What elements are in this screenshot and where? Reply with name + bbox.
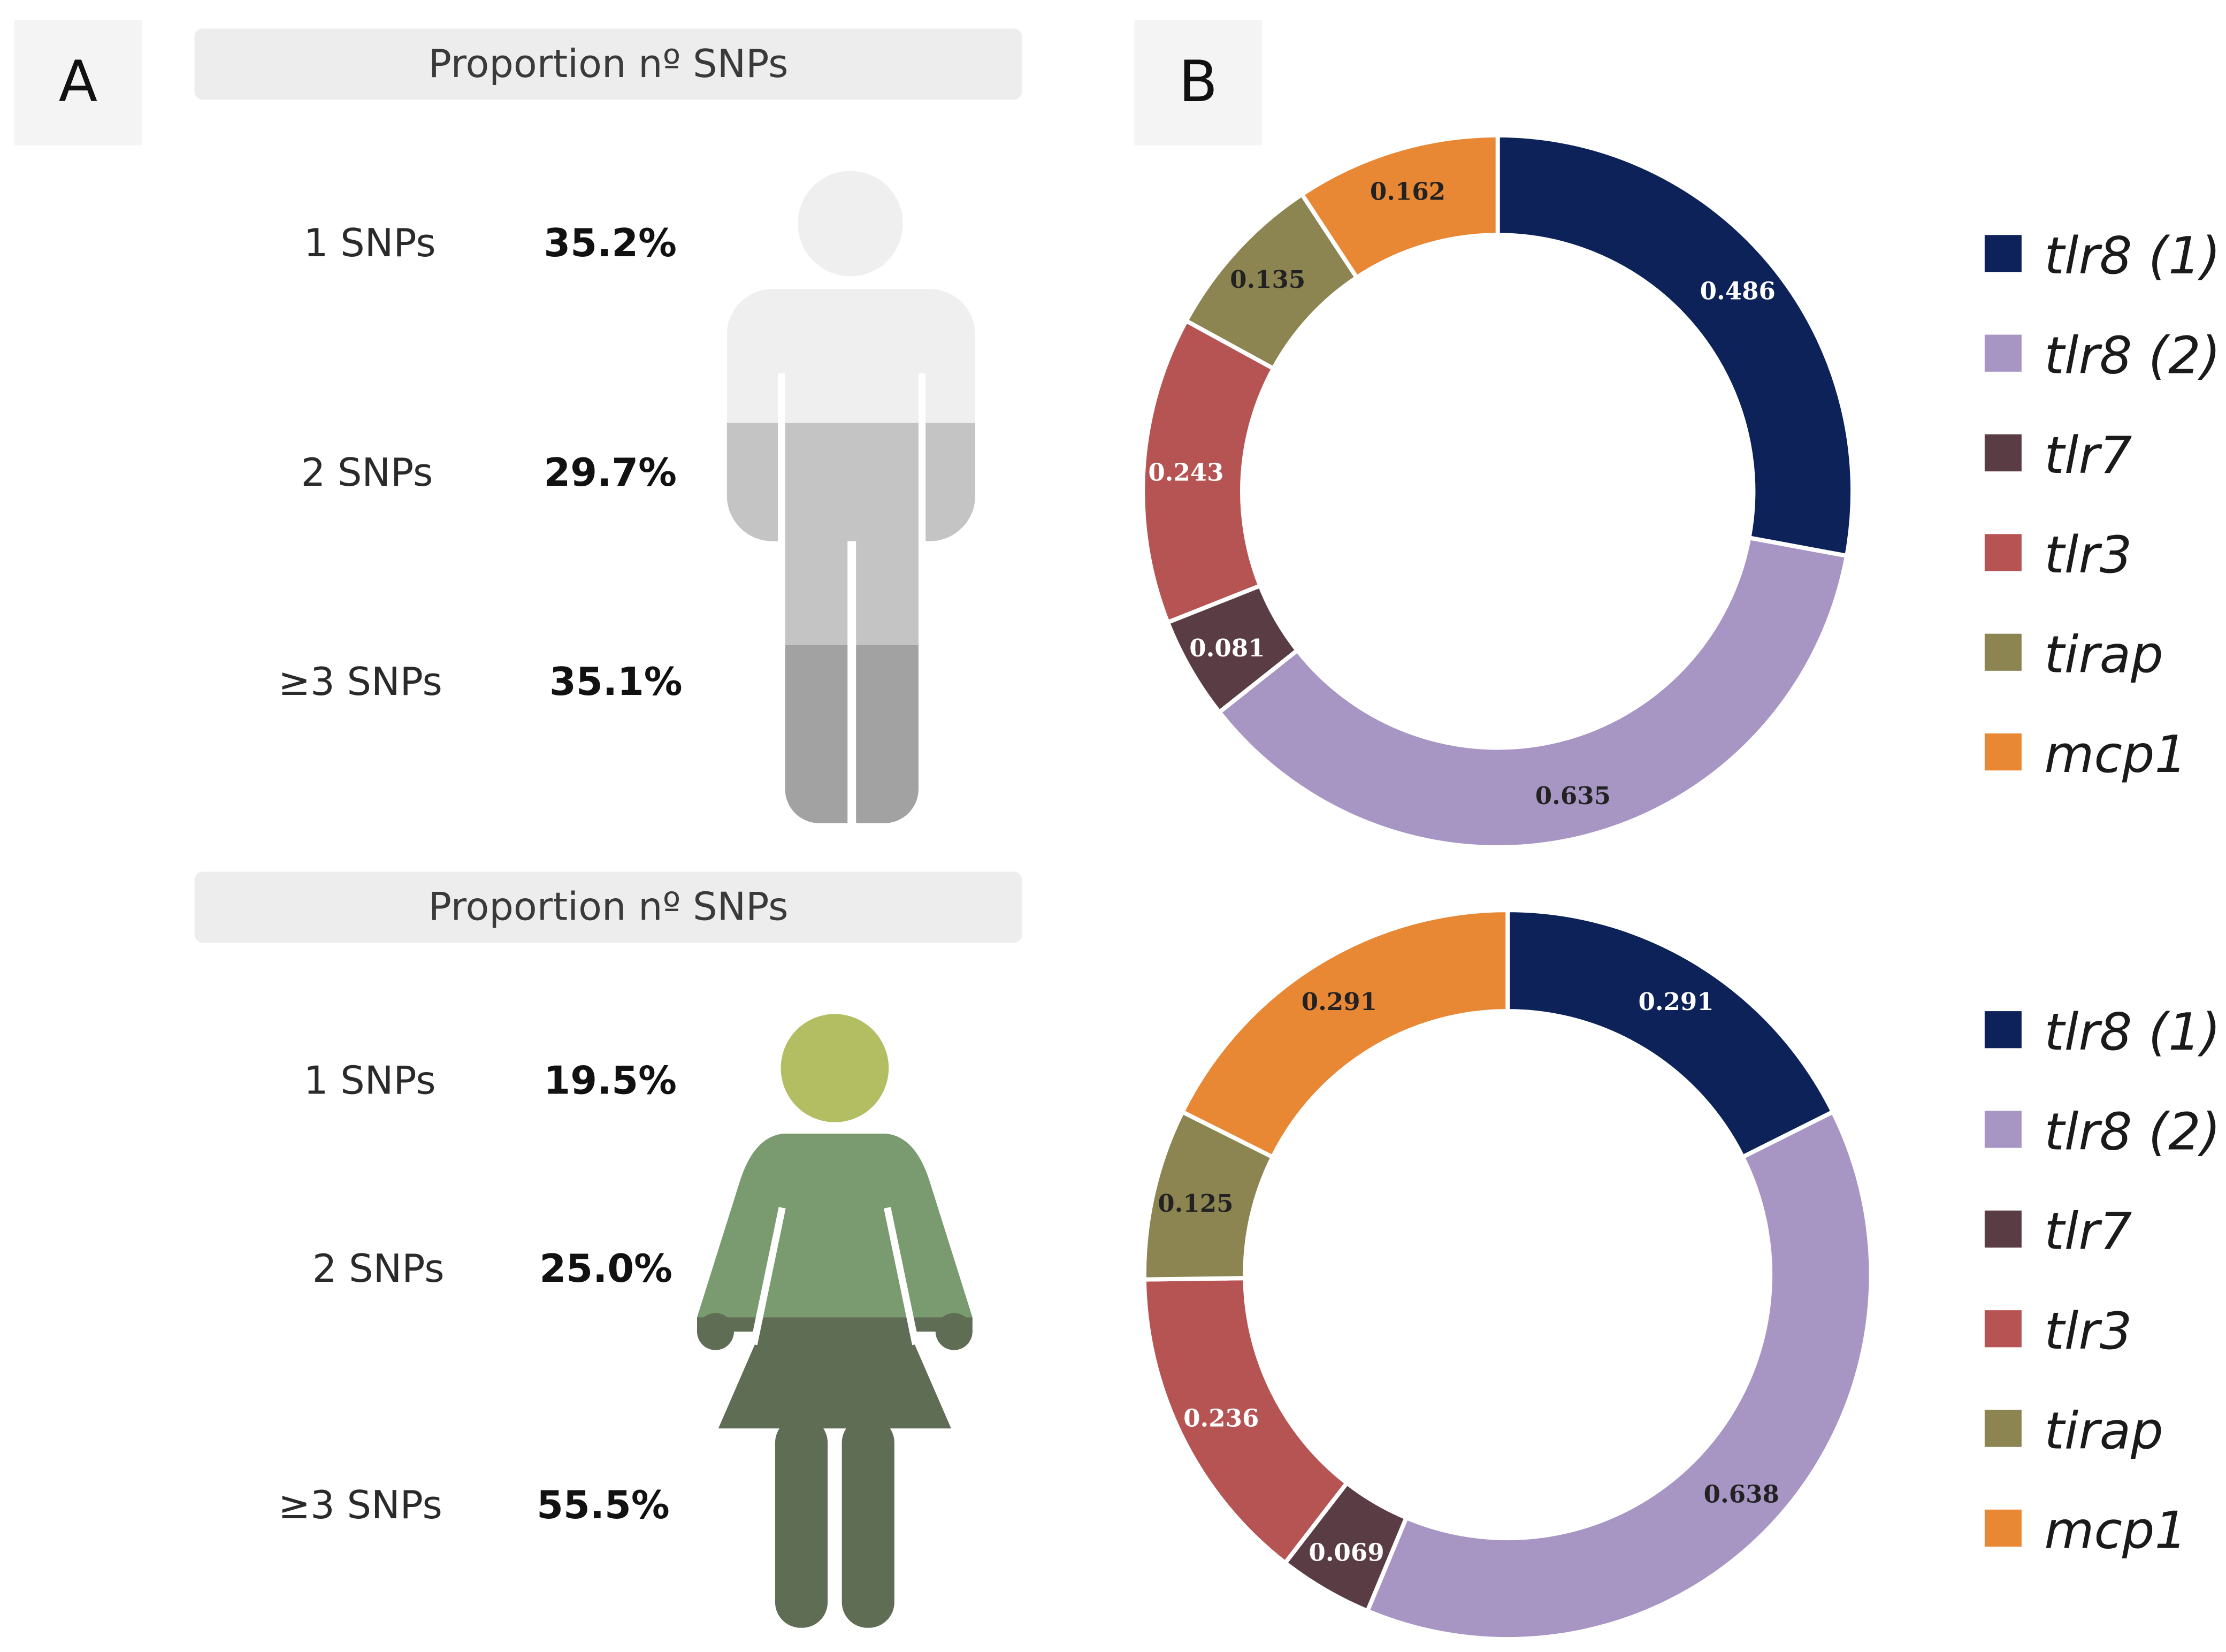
donut1-value-label-mcp1: 0.162 [1370,177,1445,205]
panel-label-b: B [1134,20,1263,146]
donut1-value-label-tlr8_2: 0.635 [1535,782,1611,810]
legend2-swatch-tirap [1984,1410,2022,1447]
female-proportion-header: Proportion nº SNPs [194,871,1022,943]
donut-chart-male: 0.486 0.635 0.081 0.243 0.135 0.162 [1141,133,1855,850]
donut2-slice-tlr3 [1142,1276,1350,1566]
legend2-swatch-tlr3 [1984,1310,2022,1348]
legend2-swatch-tlr8_1 [1984,1011,2022,1049]
donut2-value-label-tlr8_1: 0.291 [1638,988,1714,1016]
legend1-swatch-tlr7 [1984,434,2022,472]
donut2-value-label-tlr3: 0.236 [1183,1404,1259,1432]
legend1-swatch-tlr8_1 [1984,235,2022,272]
donut1-slice-tlr8_1 [1495,133,1855,559]
donut1-value-label-tirap: 0.135 [1230,265,1305,294]
legend1-swatch-tirap [1984,633,2022,671]
donut2-slice-tlr8_1 [1505,908,1836,1160]
female-row-3-label: ≥3 SNPs [278,1483,442,1528]
legend1-label-tlr8_1: tlr8 (1) [2044,228,2221,286]
legend1-label-mcp1: mcp1 [2044,724,2187,784]
donut2-slice-mcp1 [1179,908,1510,1160]
donut1-value-label-tlr3: 0.243 [1148,458,1223,486]
male-row-1-value: 35.2% [544,222,677,266]
female-row-1-value: 19.5% [544,1059,677,1104]
male-proportion-header: Proportion nº SNPs [194,28,1022,100]
legend2-label-tlr8_2: tlr8 (2) [2044,1102,2221,1161]
legend-bottom: tlr8 (1) tlr8 (2) tlr7 tlr3 tirap mcp1 [1984,1004,2221,1561]
legend-top: tlr8 (1) tlr8 (2) tlr7 tlr3 tirap mcp1 [1984,228,2221,784]
legend2-swatch-tlr7 [1984,1210,2022,1248]
legend1-label-tlr8_2: tlr8 (2) [2044,325,2221,385]
donut1-value-label-tlr7: 0.081 [1189,634,1265,662]
female-figure-icon [697,1014,973,1628]
legend2-swatch-tlr8_2 [1984,1111,2022,1148]
female-row-3-value: 55.5% [537,1483,670,1528]
male-row-3-label: ≥3 SNPs [278,661,442,705]
donut2-value-label-tlr7: 0.069 [1309,1538,1384,1566]
female-row-2-value: 25.0% [539,1247,672,1292]
donut2-value-label-mcp1: 0.291 [1302,988,1377,1016]
donut-chart-female: 0.291 0.638 0.069 0.236 0.125 0.291 [1142,908,1873,1641]
legend2-label-tlr7: tlr7 [2044,1202,2132,1261]
legend2-label-tlr3: tlr3 [2044,1301,2132,1361]
legend1-label-tirap: tirap [2044,624,2163,684]
donut1-slice-mcp1 [1299,133,1500,281]
legend2-label-mcp1: mcp1 [2044,1501,2187,1561]
male-figure-icon [726,171,976,827]
legend1-swatch-tlr8_2 [1984,334,2022,372]
donut2-value-label-tirap: 0.125 [1158,1189,1233,1218]
male-row-3-value: 35.1% [549,661,683,705]
male-row-2-label: 2 SNPs [301,451,433,496]
legend1-swatch-mcp1 [1984,733,2022,771]
legend2-label-tlr8_1: tlr8 (1) [2044,1004,2221,1062]
legend1-swatch-tlr3 [1984,534,2022,571]
legend2-swatch-mcp1 [1984,1509,2022,1547]
donut1-slice-tlr8_2 [1216,535,1849,850]
donut1-value-label-tlr8_1: 0.486 [1700,277,1776,305]
male-row-1-label: 1 SNPs [303,222,436,266]
male-row-2-value: 29.7% [544,451,677,496]
female-row-1-label: 1 SNPs [303,1059,436,1104]
female-row-2-label: 2 SNPs [312,1247,445,1292]
legend1-label-tlr7: tlr7 [2044,425,2132,485]
legend1-label-tlr3: tlr3 [2044,525,2132,585]
donut2-value-label-tlr8_2: 0.638 [1704,1480,1779,1509]
panel-label-a: A [14,20,142,146]
legend2-label-tirap: tirap [2044,1401,2163,1460]
donut2-slice-tlr8_2 [1364,1109,1873,1641]
